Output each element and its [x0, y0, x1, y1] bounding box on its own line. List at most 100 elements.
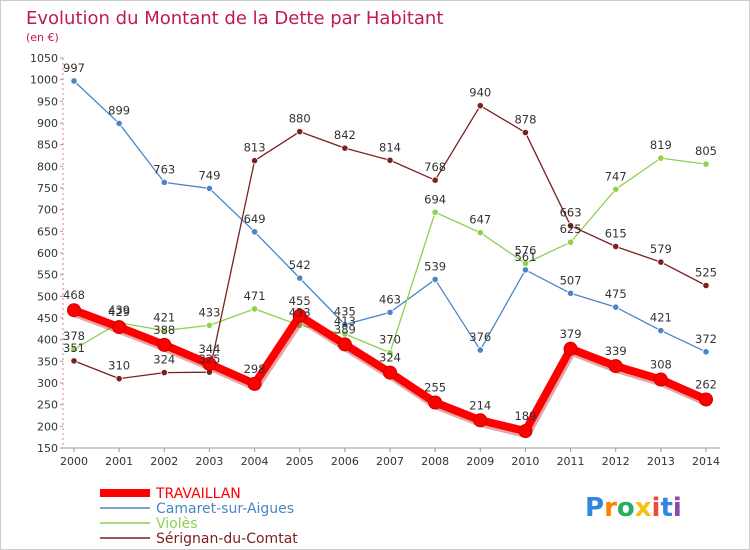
data-point: [341, 144, 349, 152]
data-label: 768: [424, 160, 446, 174]
data-label: 372: [695, 332, 717, 346]
data-point: [67, 303, 81, 318]
data-label: 455: [289, 294, 311, 308]
x-tick-label: 2013: [647, 455, 675, 468]
y-tick-label: 950: [37, 95, 58, 108]
data-point: [566, 222, 575, 230]
data-label: 475: [605, 287, 627, 301]
y-tick-label: 1000: [30, 74, 58, 87]
data-label: 310: [108, 359, 130, 373]
data-point: [202, 356, 217, 371]
legend-label: Sérignan-du-Comtat: [156, 531, 298, 547]
y-tick-label: 600: [37, 247, 58, 260]
data-label: 471: [244, 289, 266, 303]
series-camaret-sur-aigues: [70, 77, 710, 356]
y-tick-label: 700: [37, 204, 58, 217]
data-point: [476, 229, 484, 237]
data-point: [115, 119, 123, 128]
data-label: 539: [424, 259, 446, 273]
data-point: [657, 154, 665, 162]
data-label: 576: [514, 243, 536, 257]
data-point: [250, 228, 259, 236]
data-point: [160, 178, 168, 186]
data-point: [386, 308, 394, 316]
data-label: 344: [198, 342, 220, 356]
legend-item: Sérignan-du-Comtat: [100, 531, 298, 547]
series-group: [67, 77, 713, 439]
data-label: 615: [605, 227, 627, 241]
data-point: [612, 185, 620, 193]
series-travaillan: [67, 303, 713, 439]
data-point: [157, 337, 172, 352]
legend-item: Camaret-sur-Aigues: [100, 501, 294, 517]
y-tick-label: 300: [37, 377, 58, 390]
data-label: 324: [153, 353, 175, 367]
data-point: [699, 392, 713, 407]
data-point: [476, 102, 484, 110]
data-point: [383, 365, 397, 380]
data-point: [431, 176, 439, 184]
legend-label: Violès: [156, 516, 198, 532]
data-label: 421: [650, 311, 672, 325]
data-label: 763: [153, 162, 175, 176]
data-point: [431, 275, 439, 284]
data-label: 507: [560, 273, 582, 287]
y-tick-label: 800: [37, 160, 58, 173]
data-label: 663: [560, 206, 582, 220]
data-point: [386, 349, 394, 357]
data-point: [205, 321, 214, 329]
series-s-rignan-du-comtat: [70, 102, 710, 383]
data-label: 378: [63, 329, 85, 343]
data-label: 649: [244, 212, 266, 226]
data-point: [250, 157, 259, 165]
y-tick-label: 1050: [30, 52, 58, 65]
x-tick-label: 2003: [195, 455, 223, 468]
logo-letter: i: [673, 493, 682, 523]
legend-item: Violès: [100, 516, 198, 532]
proxiti-logo: Proxiti: [585, 493, 682, 523]
data-label: 842: [334, 128, 356, 142]
data-point: [476, 346, 484, 354]
y-tick-label: 450: [37, 312, 58, 325]
y-tick-label: 900: [37, 117, 58, 130]
data-point: [518, 424, 533, 439]
data-label: 324: [379, 351, 401, 365]
data-point: [296, 274, 304, 282]
data-point: [341, 330, 349, 338]
x-tick-label: 2002: [150, 455, 178, 468]
y-tick-label: 650: [37, 225, 58, 238]
x-tick-label: 2006: [331, 455, 359, 468]
data-point: [247, 376, 262, 391]
data-point: [521, 128, 530, 137]
data-label: 819: [650, 138, 672, 152]
data-label: 805: [695, 144, 717, 158]
data-label: 435: [334, 305, 356, 319]
logo-letter: i: [652, 493, 661, 523]
data-point: [473, 413, 488, 428]
x-tick-label: 2010: [511, 455, 539, 468]
data-point: [653, 372, 668, 387]
legend-label: TRAVAILLAN: [155, 486, 241, 502]
data-label: 429: [108, 305, 130, 319]
chart-subtitle: (en €): [26, 31, 59, 44]
data-point: [160, 326, 168, 335]
data-point: [428, 395, 443, 410]
data-label: 370: [379, 333, 401, 347]
data-point: [702, 348, 710, 356]
data-label: 339: [605, 344, 627, 358]
data-label: 421: [153, 311, 175, 325]
x-tick-label: 2000: [60, 455, 88, 468]
y-tick-label: 350: [37, 355, 58, 368]
x-tick-label: 2005: [286, 455, 314, 468]
data-point: [160, 368, 168, 377]
data-label: 388: [153, 323, 175, 337]
data-point: [292, 308, 307, 323]
data-label: 433: [198, 305, 220, 319]
data-point: [205, 184, 214, 193]
x-tick-label: 2012: [602, 455, 630, 468]
proxiti-logo-text: Proxiti: [585, 493, 682, 523]
x-tick-label: 2007: [376, 455, 404, 468]
